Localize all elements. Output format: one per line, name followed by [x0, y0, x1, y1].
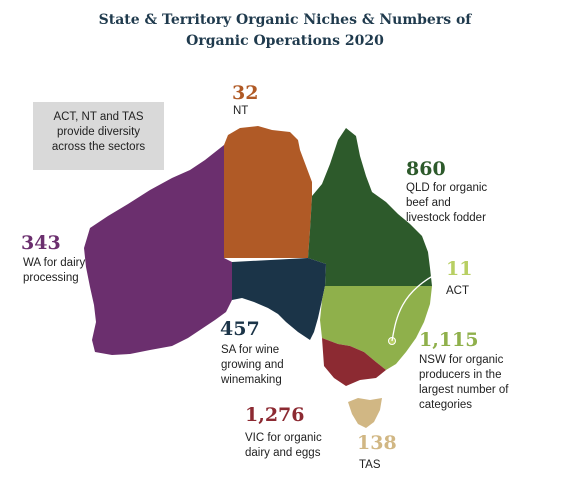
wa-label: WA for dairy processing	[23, 256, 85, 286]
act-leader-line	[391, 271, 441, 342]
nsw-label-line-2: producers in the	[419, 369, 502, 381]
region-sa	[232, 258, 326, 340]
title-line-1: State & Territory Organic Niches & Numbe…	[98, 12, 472, 28]
vic-number: 1,276	[245, 404, 305, 426]
nsw-number: 1,115	[419, 329, 479, 351]
diversity-note: ACT, NT and TAS provide diversity across…	[33, 102, 164, 170]
nsw-label: NSW for organic producers in the largest…	[419, 353, 509, 413]
vic-label-line-2: dairy and eggs	[245, 447, 321, 459]
wa-label-line-2: processing	[23, 272, 79, 284]
nt-label: NT	[233, 104, 248, 119]
region-vic	[322, 338, 386, 386]
qld-label-line-1: QLD for organic	[406, 182, 488, 194]
qld-label-line-2: beef and	[406, 197, 451, 209]
sa-label: SA for wine growing and winemaking	[221, 343, 284, 388]
nsw-label-line-4: categories	[419, 399, 473, 411]
act-label: ACT	[446, 284, 469, 299]
note-line-1: ACT, NT and TAS	[53, 111, 144, 123]
nsw-label-line-3: largest number of	[419, 384, 509, 396]
note-line-2: provide diversity	[56, 126, 141, 138]
vic-label-line-1: VIC for organic	[245, 432, 322, 444]
wa-number: 343	[21, 232, 61, 254]
sa-label-line-3: winemaking	[221, 374, 282, 386]
nt-number: 32	[232, 82, 259, 104]
sa-label-line-2: growing and	[221, 359, 284, 371]
vic-label: VIC for organic dairy and eggs	[245, 431, 322, 461]
wa-label-line-1: WA for dairy	[23, 257, 86, 269]
tas-label: TAS	[359, 458, 381, 473]
region-nsw	[320, 286, 432, 370]
region-tas	[348, 398, 382, 428]
tas-label-line-1: TAS	[359, 459, 381, 471]
region-wa	[84, 145, 232, 355]
act-number: 11	[446, 258, 473, 280]
title-line-2: Organic Operations 2020	[186, 33, 384, 49]
nt-label-line-1: NT	[233, 105, 249, 117]
sa-label-line-1: SA for wine	[221, 344, 280, 356]
region-qld	[308, 128, 432, 286]
note-line-3: across the sectors	[51, 141, 146, 153]
nsw-label-line-1: NSW for organic	[419, 354, 504, 366]
qld-label: QLD for organic beef and livestock fodde…	[406, 181, 487, 226]
region-nt	[224, 126, 312, 258]
sa-number: 457	[220, 318, 260, 340]
act-label-line-1: ACT	[446, 285, 469, 297]
qld-number: 860	[406, 158, 446, 180]
qld-label-line-3: livestock fodder	[406, 212, 486, 224]
tas-number: 138	[357, 432, 397, 454]
